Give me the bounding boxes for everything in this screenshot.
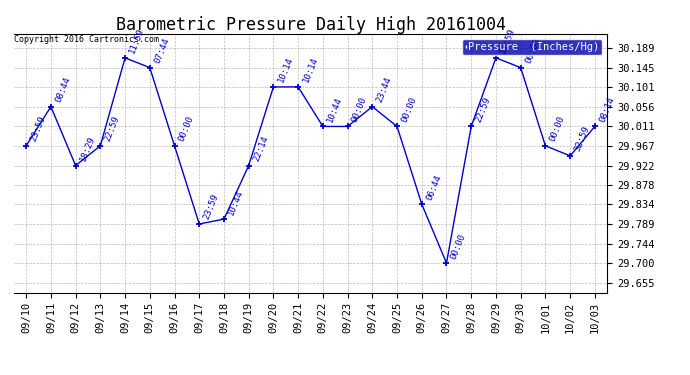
Text: 11:59: 11:59: [128, 27, 146, 55]
Text: 00:00: 00:00: [548, 115, 566, 143]
Text: 00:00: 00:00: [524, 36, 542, 65]
Text: 22:59: 22:59: [474, 95, 493, 124]
Text: 22:59: 22:59: [103, 115, 121, 143]
Text: 23:44: 23:44: [375, 76, 393, 104]
Text: 10:14: 10:14: [276, 56, 295, 84]
Legend: Pressure  (Inches/Hg): Pressure (Inches/Hg): [462, 39, 602, 55]
Text: Copyright 2016 Cartronics.com: Copyright 2016 Cartronics.com: [14, 35, 159, 44]
Text: 08:44: 08:44: [54, 76, 72, 104]
Text: 08:14: 08:14: [598, 95, 616, 124]
Text: 06:44: 06:44: [424, 173, 443, 201]
Text: 00:00: 00:00: [400, 95, 418, 124]
Text: 00:00: 00:00: [351, 95, 368, 124]
Text: 11:59: 11:59: [499, 27, 517, 55]
Text: 32:59: 32:59: [573, 125, 591, 153]
Text: 22:14: 22:14: [251, 135, 270, 163]
Text: 00:00: 00:00: [177, 115, 196, 143]
Text: 18:29: 18:29: [79, 135, 97, 163]
Text: 07:44: 07:44: [152, 36, 171, 65]
Text: 10:44: 10:44: [227, 188, 245, 216]
Text: 00:00: 00:00: [449, 232, 468, 260]
Text: 23:59: 23:59: [202, 193, 220, 221]
Text: 23:59: 23:59: [29, 115, 48, 143]
Text: 10:44: 10:44: [326, 95, 344, 124]
Text: 10:14: 10:14: [301, 56, 319, 84]
Title: Barometric Pressure Daily High 20161004: Barometric Pressure Daily High 20161004: [115, 16, 506, 34]
